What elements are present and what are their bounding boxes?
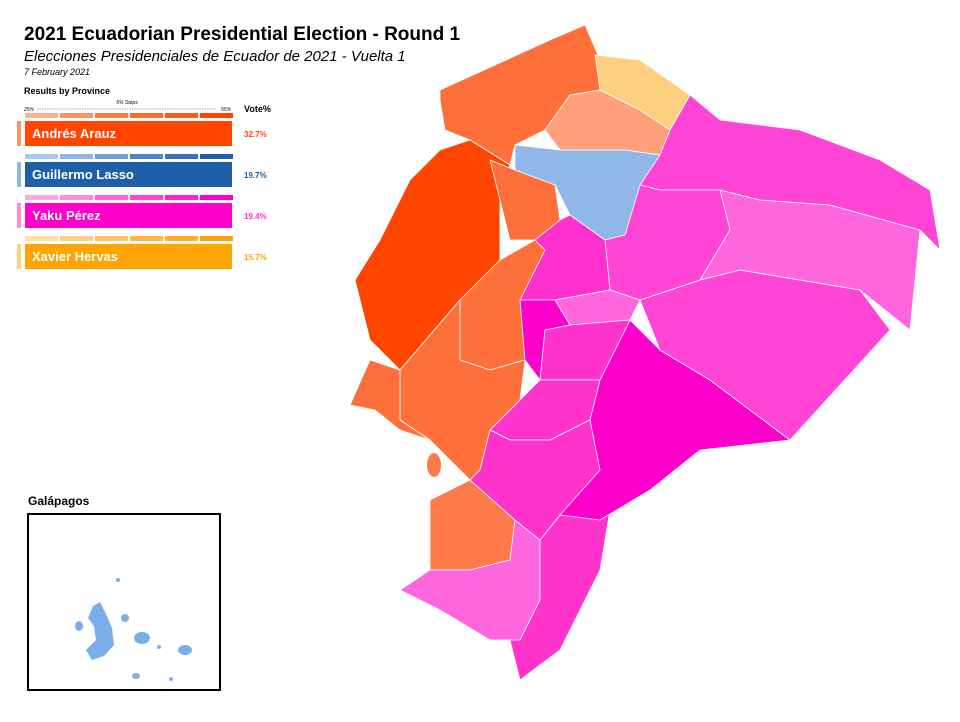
side-bar — [17, 203, 21, 228]
scale-swatch — [130, 195, 163, 200]
sucumbios — [639, 94, 941, 251]
chimborazo — [539, 319, 631, 381]
scale-step: 5% Steps — [116, 100, 138, 106]
scale-swatch — [200, 236, 233, 241]
galapagos-islands — [75, 578, 192, 681]
scale-swatch — [60, 236, 93, 241]
candidate-name: Xavier Hervas — [32, 249, 118, 264]
santa-elena — [349, 359, 431, 441]
vote-header: Vote% — [244, 104, 271, 114]
scale-swatch — [25, 154, 58, 159]
isabela — [86, 602, 114, 660]
scale-swatch — [60, 195, 93, 200]
inset-label: Galápagos — [28, 494, 90, 508]
scale-swatch — [165, 236, 198, 241]
scale-swatch — [95, 195, 128, 200]
scale-swatch — [60, 154, 93, 159]
candidate-vote: 32.7% — [244, 130, 267, 139]
azuay — [469, 419, 601, 541]
scale-swatch — [130, 236, 163, 241]
legend: Andrés Arauz 32.7% Guillermo Lasso 19.7% Yak… — [17, 113, 267, 269]
scale-max: 55% — [221, 107, 232, 113]
candidate-box — [25, 244, 232, 269]
scale-swatch — [25, 236, 58, 241]
fernandina — [75, 621, 83, 631]
scale-swatch — [95, 113, 128, 118]
scale-swatch — [200, 195, 233, 200]
inset-frame — [27, 513, 221, 691]
candidate-vote: 15.7% — [244, 253, 267, 262]
scale-swatch — [200, 154, 233, 159]
scale-swatch — [95, 154, 128, 159]
candidate-name: Yaku Pérez — [32, 208, 101, 223]
floreana — [132, 673, 140, 679]
santa-fe — [157, 645, 161, 649]
puna-island — [427, 453, 441, 477]
candidate-box — [25, 121, 232, 146]
candidate-name: Guillermo Lasso — [32, 167, 134, 182]
scale-swatch — [130, 113, 163, 118]
santiago — [121, 614, 129, 622]
side-bar — [17, 162, 21, 187]
scale-swatch — [165, 195, 198, 200]
scale-swatch — [200, 113, 233, 118]
mainland-map — [349, 24, 941, 681]
candidate-vote: 19.7% — [244, 171, 267, 180]
scale-swatch — [165, 113, 198, 118]
espanola — [169, 677, 173, 681]
candidate-vote: 19.4% — [244, 212, 267, 221]
scale-swatch — [60, 113, 93, 118]
candidate-box — [25, 203, 232, 228]
scale-swatch — [165, 154, 198, 159]
scale-min: 25% — [23, 107, 35, 113]
side-bar — [17, 244, 21, 269]
scale-swatch — [25, 113, 58, 118]
candidate-box — [25, 162, 232, 187]
san-cristobal — [178, 645, 192, 655]
subtitle: Elecciones Presidenciales de Ecuador de … — [24, 48, 406, 65]
pinta — [116, 578, 120, 582]
side-bar — [17, 121, 21, 146]
title: 2021 Ecuadorian Presidential Election - … — [24, 24, 460, 45]
date: 7 February 2021 — [24, 67, 90, 77]
scale-swatch — [95, 236, 128, 241]
santa-cruz — [134, 632, 150, 644]
scale-swatch — [130, 154, 163, 159]
legend-heading: Results by Province — [24, 86, 110, 96]
candidate-name: Andrés Arauz — [32, 126, 117, 141]
scale-swatch — [25, 195, 58, 200]
